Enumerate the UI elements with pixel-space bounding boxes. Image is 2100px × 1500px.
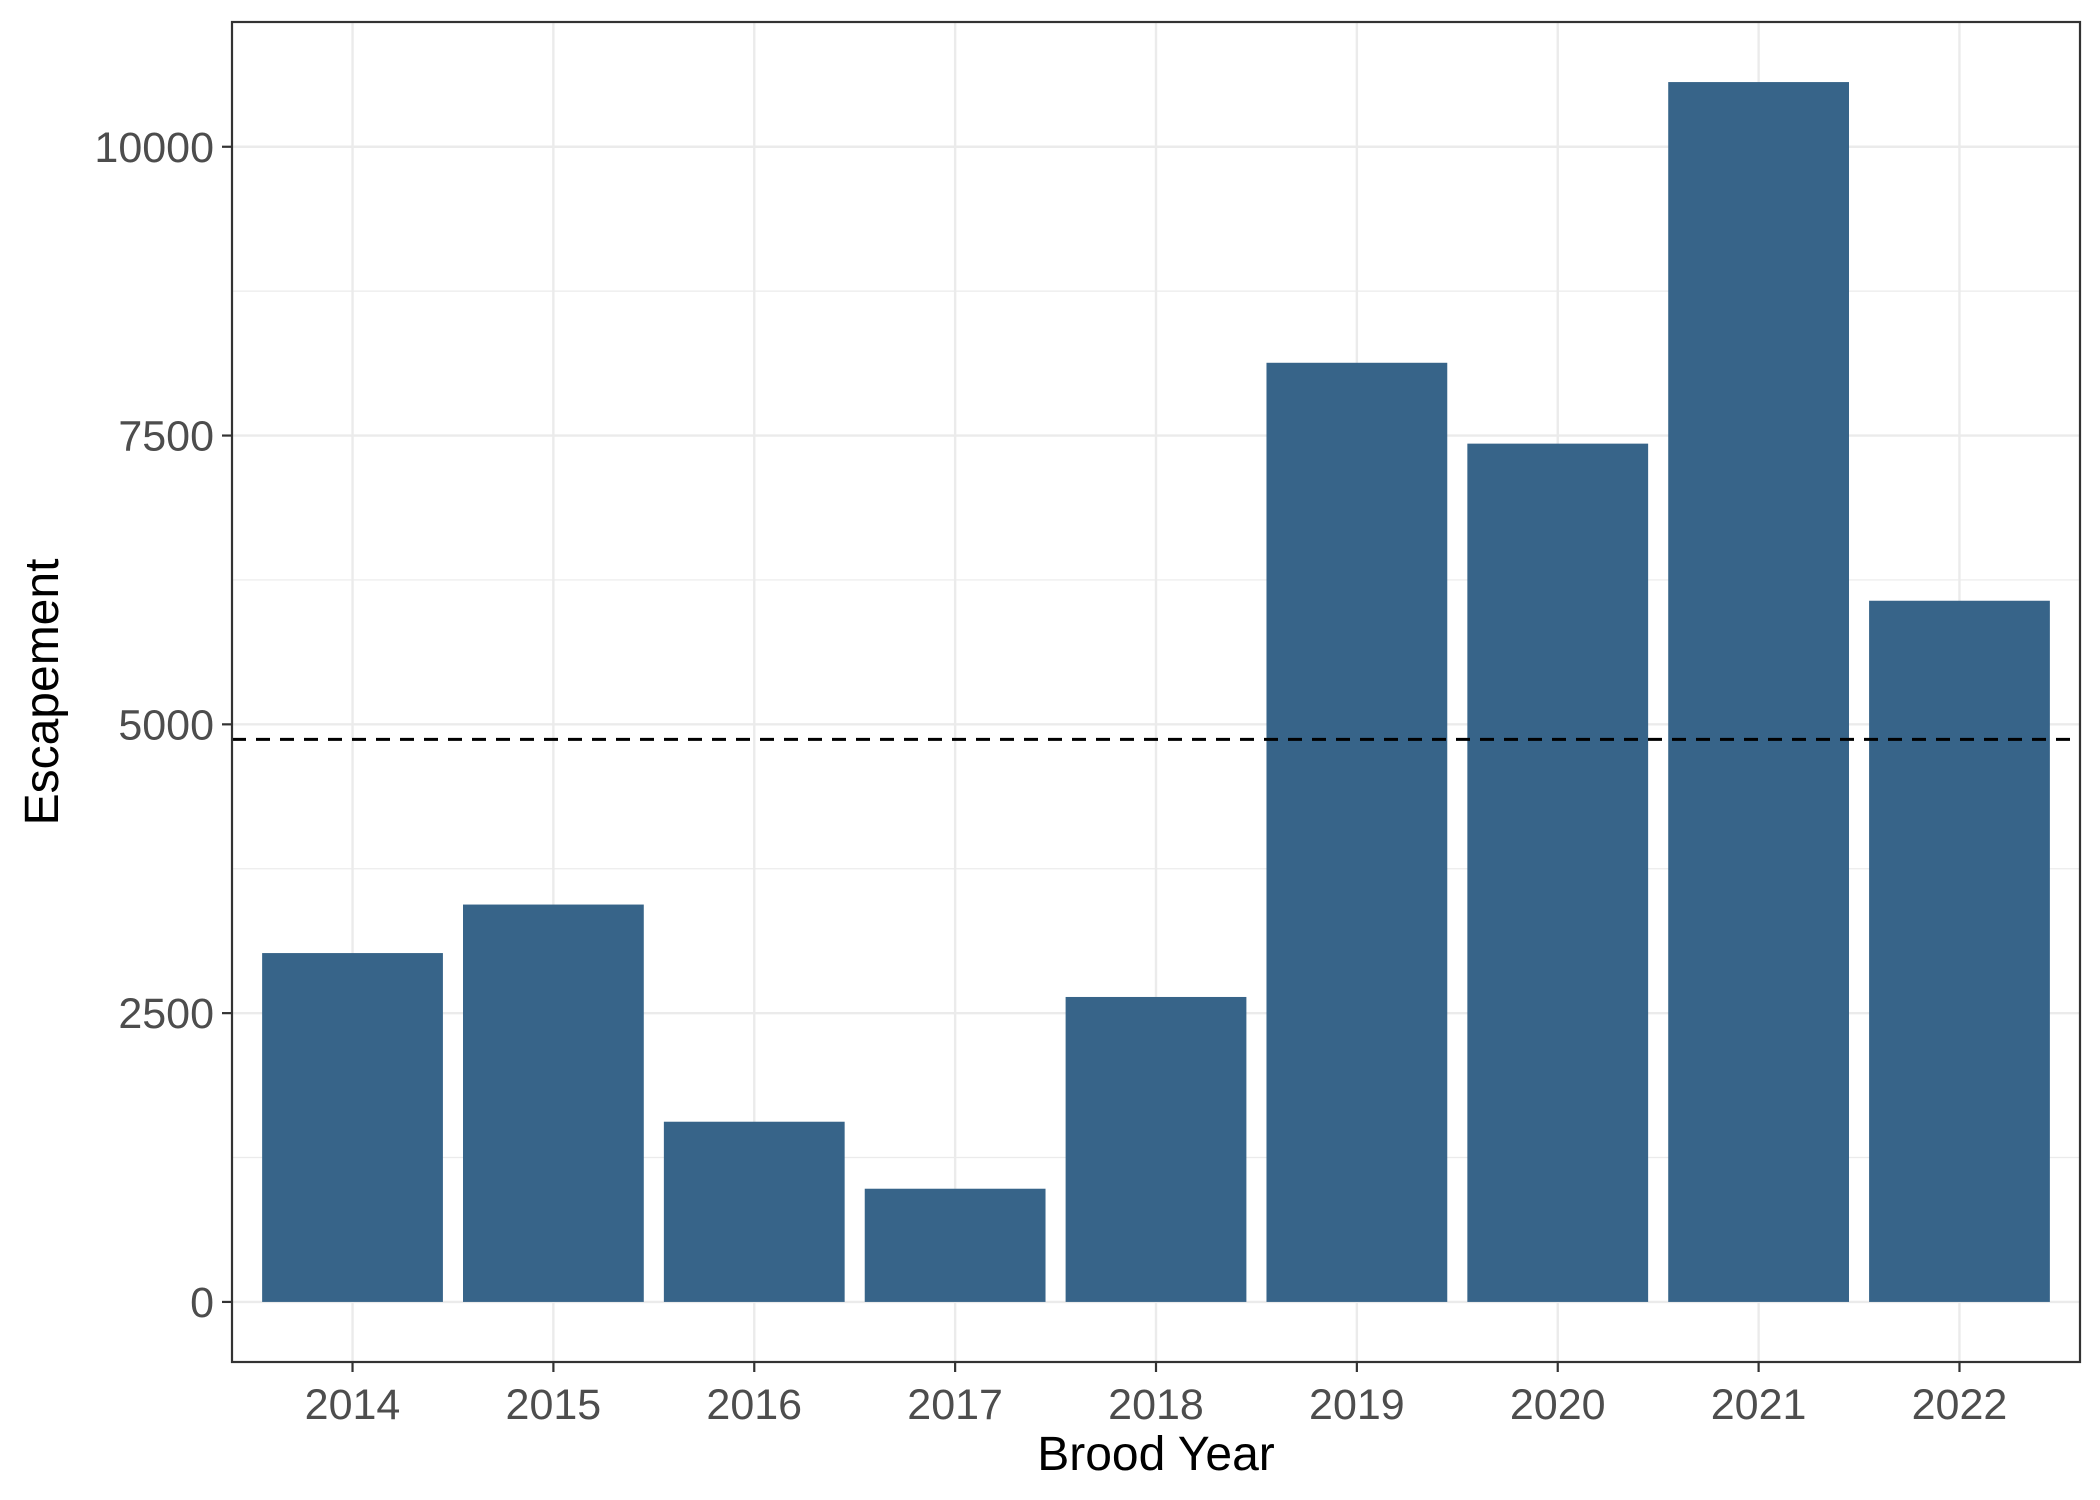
x-axis: 2014 2015 2016 2017 2018 2019 2020 2021 2022 (305, 1362, 2008, 1429)
bar-2018 (1065, 996, 1247, 1302)
y-tick-label: 5000 (118, 701, 214, 749)
x-tick-label: 2022 (1912, 1381, 2008, 1429)
y-tick-label: 10000 (94, 124, 214, 172)
y-tick-label: 2500 (118, 990, 214, 1038)
bar-2014 (262, 953, 443, 1302)
bar-2016 (663, 1121, 845, 1302)
x-tick-label: 2016 (706, 1381, 802, 1429)
bar-2021 (1668, 82, 1849, 1302)
x-axis-title: Brood Year (1037, 1428, 1275, 1481)
y-tick-label: 7500 (118, 413, 214, 461)
bars (262, 82, 2050, 1302)
x-tick-label: 2019 (1309, 1381, 1405, 1429)
x-tick-label: 2018 (1108, 1381, 1204, 1429)
y-axis: 0 2500 5000 7500 10000 (94, 124, 232, 1327)
bar-2019 (1266, 362, 1448, 1302)
x-tick-label: 2021 (1711, 1381, 1807, 1429)
x-tick-label: 2014 (305, 1381, 401, 1429)
y-axis-title: Escapement (16, 559, 69, 826)
x-tick-label: 2015 (506, 1381, 602, 1429)
bar-2015 (463, 904, 644, 1302)
y-tick-label: 0 (190, 1279, 214, 1327)
bar-2020 (1467, 443, 1649, 1302)
x-tick-label: 2020 (1510, 1381, 1606, 1429)
bar-2022 (1869, 600, 2050, 1302)
bar-2017 (864, 1188, 1046, 1302)
x-tick-label: 2017 (907, 1381, 1003, 1429)
